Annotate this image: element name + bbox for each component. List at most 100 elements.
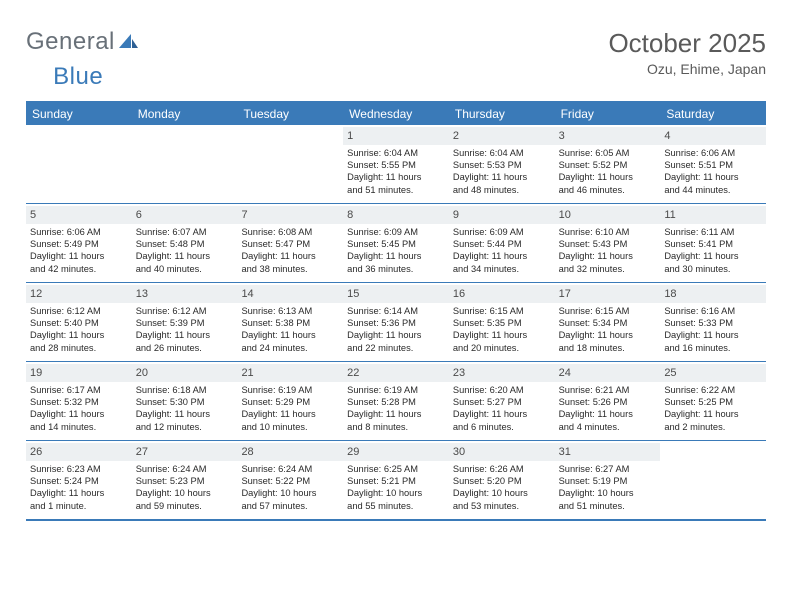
daylight-text: and 32 minutes. — [559, 263, 657, 275]
calendar: SundayMondayTuesdayWednesdayThursdayFrid… — [26, 103, 766, 521]
day-number: 16 — [449, 285, 555, 303]
sunset-text: Sunset: 5:29 PM — [241, 396, 339, 408]
sunset-text: Sunset: 5:32 PM — [30, 396, 128, 408]
day-number: 24 — [555, 364, 661, 382]
day-number: 20 — [132, 364, 238, 382]
day-number: 1 — [343, 127, 449, 145]
daylight-text: Daylight: 11 hours — [453, 329, 551, 341]
sunset-text: Sunset: 5:53 PM — [453, 159, 551, 171]
daylight-text: and 51 minutes. — [347, 184, 445, 196]
daylight-text: and 16 minutes. — [664, 342, 762, 354]
day-cell: 29Sunrise: 6:25 AMSunset: 5:21 PMDayligh… — [343, 441, 449, 519]
sunrise-text: Sunrise: 6:12 AM — [136, 305, 234, 317]
month-title: October 2025 — [608, 28, 766, 59]
day-number: 21 — [237, 364, 343, 382]
sunset-text: Sunset: 5:28 PM — [347, 396, 445, 408]
week-row: ...1Sunrise: 6:04 AMSunset: 5:55 PMDayli… — [26, 125, 766, 204]
daylight-text: Daylight: 11 hours — [453, 408, 551, 420]
day-cell: 16Sunrise: 6:15 AMSunset: 5:35 PMDayligh… — [449, 283, 555, 361]
day-cell: 31Sunrise: 6:27 AMSunset: 5:19 PMDayligh… — [555, 441, 661, 519]
daylight-text: and 24 minutes. — [241, 342, 339, 354]
daylight-text: and 8 minutes. — [347, 421, 445, 433]
sunset-text: Sunset: 5:40 PM — [30, 317, 128, 329]
day-number: 27 — [132, 443, 238, 461]
day-number: 10 — [555, 206, 661, 224]
daylight-text: and 2 minutes. — [664, 421, 762, 433]
day-number: 13 — [132, 285, 238, 303]
daylight-text: and 38 minutes. — [241, 263, 339, 275]
daylight-text: Daylight: 11 hours — [453, 171, 551, 183]
day-cell: 7Sunrise: 6:08 AMSunset: 5:47 PMDaylight… — [237, 204, 343, 282]
day-cell: 1Sunrise: 6:04 AMSunset: 5:55 PMDaylight… — [343, 125, 449, 203]
day-cell: 26Sunrise: 6:23 AMSunset: 5:24 PMDayligh… — [26, 441, 132, 519]
week-row: 19Sunrise: 6:17 AMSunset: 5:32 PMDayligh… — [26, 362, 766, 441]
sunset-text: Sunset: 5:21 PM — [347, 475, 445, 487]
daylight-text: Daylight: 11 hours — [559, 408, 657, 420]
day-cell: 23Sunrise: 6:20 AMSunset: 5:27 PMDayligh… — [449, 362, 555, 440]
sunset-text: Sunset: 5:23 PM — [136, 475, 234, 487]
day-cell: 22Sunrise: 6:19 AMSunset: 5:28 PMDayligh… — [343, 362, 449, 440]
day-number: 23 — [449, 364, 555, 382]
daylight-text: Daylight: 11 hours — [30, 487, 128, 499]
logo: General — [26, 28, 139, 56]
day-number: 4 — [660, 127, 766, 145]
empty-cell: . — [132, 125, 238, 203]
sunrise-text: Sunrise: 6:11 AM — [664, 226, 762, 238]
title-block: October 2025 Ozu, Ehime, Japan — [608, 28, 766, 77]
sunrise-text: Sunrise: 6:15 AM — [453, 305, 551, 317]
daylight-text: and 18 minutes. — [559, 342, 657, 354]
week-row: 12Sunrise: 6:12 AMSunset: 5:40 PMDayligh… — [26, 283, 766, 362]
sunset-text: Sunset: 5:36 PM — [347, 317, 445, 329]
daylight-text: and 10 minutes. — [241, 421, 339, 433]
day-cell: 2Sunrise: 6:04 AMSunset: 5:53 PMDaylight… — [449, 125, 555, 203]
day-cell: 28Sunrise: 6:24 AMSunset: 5:22 PMDayligh… — [237, 441, 343, 519]
sunrise-text: Sunrise: 6:14 AM — [347, 305, 445, 317]
day-number: 18 — [660, 285, 766, 303]
daylight-text: Daylight: 11 hours — [559, 171, 657, 183]
day-number: 26 — [26, 443, 132, 461]
week-row: 5Sunrise: 6:06 AMSunset: 5:49 PMDaylight… — [26, 204, 766, 283]
daylight-text: and 30 minutes. — [664, 263, 762, 275]
sunrise-text: Sunrise: 6:07 AM — [136, 226, 234, 238]
day-number: 2 — [449, 127, 555, 145]
dow-label: Sunday — [26, 103, 132, 125]
sunset-text: Sunset: 5:30 PM — [136, 396, 234, 408]
day-cell: 21Sunrise: 6:19 AMSunset: 5:29 PMDayligh… — [237, 362, 343, 440]
sunrise-text: Sunrise: 6:21 AM — [559, 384, 657, 396]
sunrise-text: Sunrise: 6:06 AM — [30, 226, 128, 238]
dow-row: SundayMondayTuesdayWednesdayThursdayFrid… — [26, 103, 766, 125]
day-number: 11 — [660, 206, 766, 224]
daylight-text: and 46 minutes. — [559, 184, 657, 196]
daylight-text: Daylight: 10 hours — [453, 487, 551, 499]
day-number: 25 — [660, 364, 766, 382]
sunset-text: Sunset: 5:51 PM — [664, 159, 762, 171]
sunset-text: Sunset: 5:55 PM — [347, 159, 445, 171]
sunset-text: Sunset: 5:38 PM — [241, 317, 339, 329]
daylight-text: Daylight: 11 hours — [241, 408, 339, 420]
daylight-text: and 44 minutes. — [664, 184, 762, 196]
sunset-text: Sunset: 5:22 PM — [241, 475, 339, 487]
sunrise-text: Sunrise: 6:09 AM — [347, 226, 445, 238]
daylight-text: Daylight: 11 hours — [559, 329, 657, 341]
sunrise-text: Sunrise: 6:09 AM — [453, 226, 551, 238]
sunrise-text: Sunrise: 6:15 AM — [559, 305, 657, 317]
dow-label: Tuesday — [237, 103, 343, 125]
daylight-text: Daylight: 10 hours — [136, 487, 234, 499]
daylight-text: Daylight: 11 hours — [453, 250, 551, 262]
empty-cell: . — [26, 125, 132, 203]
empty-cell: . — [237, 125, 343, 203]
daylight-text: and 12 minutes. — [136, 421, 234, 433]
day-number: 8 — [343, 206, 449, 224]
daylight-text: Daylight: 10 hours — [241, 487, 339, 499]
sunset-text: Sunset: 5:27 PM — [453, 396, 551, 408]
sunrise-text: Sunrise: 6:19 AM — [347, 384, 445, 396]
daylight-text: and 28 minutes. — [30, 342, 128, 354]
sunset-text: Sunset: 5:41 PM — [664, 238, 762, 250]
sunrise-text: Sunrise: 6:22 AM — [664, 384, 762, 396]
day-cell: 5Sunrise: 6:06 AMSunset: 5:49 PMDaylight… — [26, 204, 132, 282]
day-number: 28 — [237, 443, 343, 461]
day-cell: 25Sunrise: 6:22 AMSunset: 5:25 PMDayligh… — [660, 362, 766, 440]
day-number: 17 — [555, 285, 661, 303]
day-number: 6 — [132, 206, 238, 224]
dow-label: Friday — [555, 103, 661, 125]
